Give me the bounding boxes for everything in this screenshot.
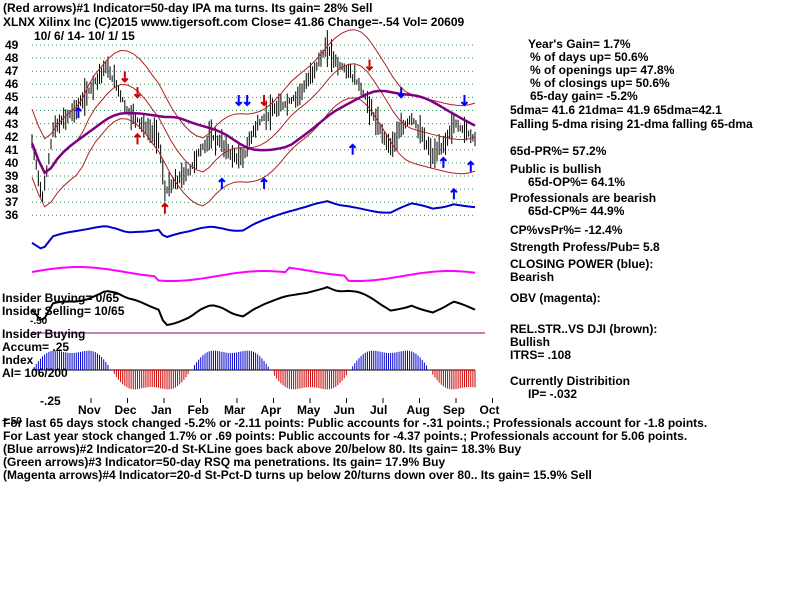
y-tick-37: 37 <box>5 195 19 210</box>
ma-21 <box>31 63 476 174</box>
dma-trend: Falling 5-dma rising 21-dma falling 65-d… <box>510 117 753 131</box>
gain-65: 65-day gain= -5.2% <box>530 89 638 103</box>
down-arrow-icon <box>460 95 469 107</box>
y-tick-48: 48 <box>5 51 19 66</box>
closing-power-label: CLOSING POWER (blue): <box>510 257 654 271</box>
y-tick-47: 47 <box>5 64 19 79</box>
y-tick-39: 39 <box>5 169 19 183</box>
up-arrow-icon <box>161 202 169 214</box>
professionals-status: Professionals are bearish <box>510 191 657 205</box>
date-range: 10/ 6/ 14- 10/ 1/ 15 <box>34 29 135 43</box>
footer-65-days: For last 65 days stock changed -5.2% or … <box>3 416 708 430</box>
public-status: Public is bullish <box>510 162 602 176</box>
month-label-sep: Sep <box>443 403 466 417</box>
ai-label: AI= 106/200 <box>2 366 68 380</box>
distribution-status: Currently Distribition <box>510 374 631 388</box>
month-label-jan: Jan <box>151 403 172 417</box>
down-arrow-icon <box>365 59 374 72</box>
minus-25-label: -.25 <box>40 394 61 408</box>
y-tick-36: 36 <box>5 208 19 223</box>
y-tick-45: 45 <box>5 90 19 105</box>
rel-str-label: REL.STR..VS DJI (brown): <box>510 322 658 336</box>
y-tick-42: 42 <box>5 129 19 144</box>
insider-buying: Insider Buying= 0/65 <box>2 291 120 305</box>
obv-line <box>31 265 476 283</box>
indicator-2: (Blue arrows)#2 Indicator=20-d St-KLine … <box>3 442 522 456</box>
down-arrow-icon <box>121 71 129 83</box>
up-arrow-icon <box>74 106 83 119</box>
plus-50-label: +.50 <box>2 416 22 427</box>
stock-header: XLNX Xilinx Inc (C)2015 www.tigersoft.co… <box>3 15 465 29</box>
indicator-3: (Green arrows)#3 Indicator=50-day RSQ ma… <box>3 455 446 469</box>
insider-selling: Insider Selling= 10/65 <box>2 304 125 318</box>
cp-vs-pr: CP%vsPr%= -12.4% <box>510 223 623 237</box>
y-tick-44: 44 <box>5 103 19 118</box>
closing-power-status: Bearish <box>510 270 555 284</box>
down-arrow-icon <box>133 87 142 99</box>
y-tick-40: 40 <box>5 155 19 170</box>
month-label-dec: Dec <box>114 403 137 417</box>
y-tick-38: 38 <box>5 182 19 197</box>
month-label-jul: Jul <box>370 403 388 417</box>
y-tick-49: 49 <box>5 38 19 52</box>
month-label-jun: Jun <box>333 403 355 417</box>
month-label-oct: Oct <box>479 403 500 417</box>
lower-band <box>31 97 476 208</box>
indicator-4: (Magenta arrows)#4 Indicator=20-d St-Pct… <box>3 468 592 482</box>
accum-label: Accum= .25 <box>2 340 70 354</box>
rel-strength-line <box>31 286 476 327</box>
dma-values: 5dma= 41.6 21dma= 41.9 65dma=42.1 <box>510 103 722 117</box>
up-arrow-icon <box>348 143 357 155</box>
up-arrow-icon <box>260 177 268 189</box>
insider-buying-2: Insider Buying <box>2 327 86 341</box>
closing-power-line <box>31 200 476 250</box>
down-arrow-icon <box>260 95 268 107</box>
footer-year: For Last year stock changed 1.7% or .69 … <box>3 429 688 443</box>
closings-up: % of closings up= 50.6% <box>530 76 670 90</box>
obv-label: OBV (magenta): <box>510 291 601 305</box>
days-up: % of days up= 50.6% <box>530 50 649 64</box>
down-arrow-icon <box>243 95 251 107</box>
month-label-feb: Feb <box>187 403 209 417</box>
up-arrow-icon <box>467 160 475 172</box>
indicator-1-title: (Red arrows)#1 Indicator=50-day IPA ma t… <box>3 1 373 15</box>
month-label-apr: Apr <box>260 403 282 417</box>
down-arrow-icon <box>235 95 243 107</box>
rel-str-status: Bullish <box>510 335 551 349</box>
openings-up: % of openings up= 47.8% <box>530 63 675 77</box>
ip-value: IP= -.032 <box>528 387 578 401</box>
month-label-may: May <box>297 403 321 417</box>
down-arrow-icon <box>397 87 405 99</box>
up-arrow-icon <box>450 187 458 200</box>
month-label-mar: Mar <box>224 403 246 417</box>
up-arrow-icon <box>133 132 142 145</box>
index-label: Index <box>2 353 34 367</box>
years-gain: Year's Gain= 1.7% <box>528 37 631 51</box>
up-arrow-icon <box>218 177 226 189</box>
op-percent: 65d-OP%= 64.1% <box>528 175 626 189</box>
month-label-aug: Aug <box>406 403 430 417</box>
month-label-nov: Nov <box>78 403 101 417</box>
up-arrow-icon <box>439 156 448 168</box>
y-tick-41: 41 <box>5 142 19 157</box>
strength-ratio: Strength Profess/Pub= 5.8 <box>510 240 660 254</box>
cp-percent: 65d-CP%= 44.9% <box>528 204 625 218</box>
obv-minus50: -.50 <box>30 316 48 327</box>
itrs-value: ITRS= .108 <box>510 348 572 362</box>
y-tick-46: 46 <box>5 77 19 92</box>
pr-percent: 65d-PR%= 57.2% <box>510 144 607 158</box>
y-tick-43: 43 <box>5 116 19 131</box>
